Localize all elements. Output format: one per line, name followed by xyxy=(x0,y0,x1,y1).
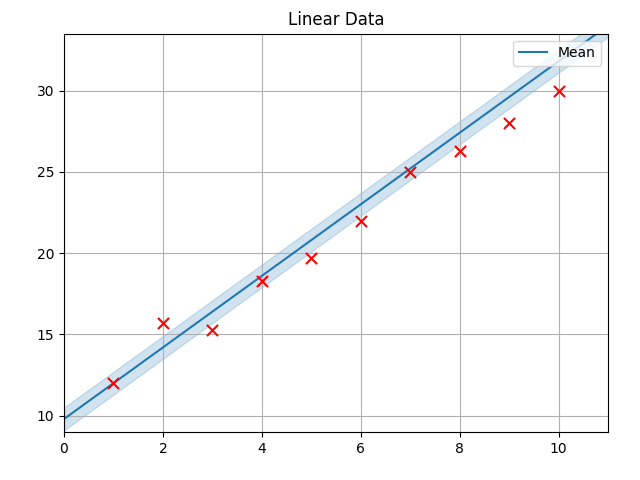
Mean xyxy=(393,175,401,181)
Point xyxy=(356,217,366,225)
Title: Linear Data: Linear Data xyxy=(288,11,384,29)
Point xyxy=(158,319,168,327)
Mean xyxy=(604,23,612,28)
Mean xyxy=(60,416,68,422)
Point xyxy=(454,147,465,155)
Point xyxy=(306,254,316,262)
Mean xyxy=(382,183,390,189)
Mean xyxy=(62,415,70,420)
Mean xyxy=(518,84,526,90)
Point xyxy=(504,119,514,127)
Point xyxy=(207,326,218,334)
Point xyxy=(554,87,564,95)
Point xyxy=(405,168,415,176)
Line: Mean: Mean xyxy=(64,25,608,419)
Point xyxy=(108,379,118,387)
Mean xyxy=(384,182,392,188)
Legend: Mean: Mean xyxy=(513,40,601,66)
Point xyxy=(257,277,267,285)
Mean xyxy=(553,60,561,65)
